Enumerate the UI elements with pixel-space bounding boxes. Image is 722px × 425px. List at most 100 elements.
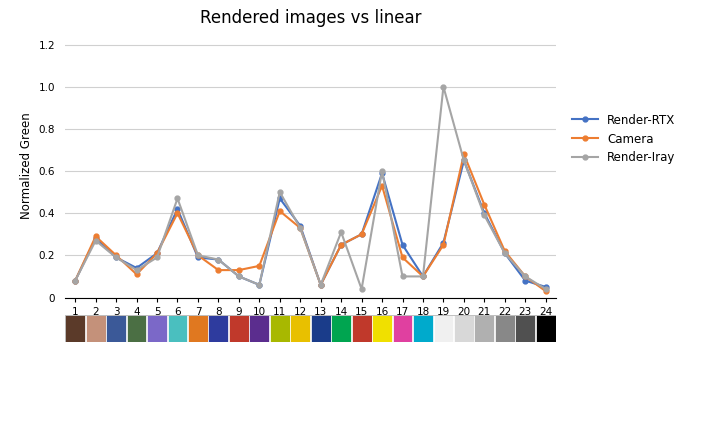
Render-Iray — [542, 286, 550, 292]
Y-axis label: Normalized Green: Normalized Green — [20, 112, 33, 219]
Bar — [106, 314, 126, 342]
Bar — [126, 314, 147, 342]
Render-RTX — [459, 158, 468, 163]
Render-Iray — [480, 213, 489, 218]
Render-RTX — [132, 266, 141, 271]
Render-RTX — [235, 274, 243, 279]
Camera — [316, 282, 325, 287]
Camera — [500, 249, 509, 254]
Line: Render-Iray: Render-Iray — [73, 84, 548, 292]
Bar — [536, 314, 556, 342]
Render-Iray — [459, 158, 468, 163]
Camera — [173, 211, 182, 216]
Bar — [290, 314, 310, 342]
Render-RTX — [112, 255, 121, 260]
Render-Iray — [173, 196, 182, 201]
Camera — [235, 268, 243, 273]
Camera — [71, 278, 79, 283]
Camera — [153, 251, 162, 256]
Render-RTX — [173, 207, 182, 212]
Render-Iray — [357, 286, 366, 292]
Bar — [270, 314, 290, 342]
Camera — [459, 152, 468, 157]
Camera — [214, 268, 222, 273]
Bar — [433, 314, 453, 342]
Camera — [112, 253, 121, 258]
Bar — [372, 314, 392, 342]
Bar — [352, 314, 372, 342]
Camera — [542, 289, 550, 294]
Bar — [86, 314, 105, 342]
Bar — [393, 314, 412, 342]
Bar — [147, 314, 167, 342]
Render-RTX — [71, 278, 79, 283]
Camera — [419, 274, 427, 279]
Render-RTX — [542, 284, 550, 289]
Render-RTX — [316, 282, 325, 287]
Render-RTX — [91, 236, 100, 241]
Render-RTX — [214, 257, 222, 262]
Camera — [296, 225, 305, 230]
Camera — [255, 264, 264, 269]
Render-Iray — [439, 84, 448, 89]
Bar — [249, 314, 269, 342]
Bar — [331, 314, 351, 342]
Bar — [516, 314, 535, 342]
Render-Iray — [521, 274, 530, 279]
Camera — [91, 234, 100, 239]
Render-Iray — [235, 274, 243, 279]
Render-RTX — [439, 240, 448, 245]
Render-RTX — [419, 274, 427, 279]
Bar — [168, 314, 188, 342]
Render-Iray — [91, 238, 100, 243]
Render-RTX — [276, 196, 284, 201]
Camera — [336, 242, 345, 247]
Render-RTX — [193, 255, 202, 260]
Legend: Render-RTX, Camera, Render-Iray: Render-RTX, Camera, Render-Iray — [572, 113, 676, 164]
Line: Camera: Camera — [73, 152, 548, 294]
Camera — [193, 253, 202, 258]
Render-RTX — [296, 223, 305, 228]
Render-Iray — [296, 225, 305, 230]
Render-Iray — [316, 282, 325, 287]
Render-RTX — [399, 242, 407, 247]
Bar — [229, 314, 249, 342]
Bar — [454, 314, 474, 342]
Render-Iray — [399, 274, 407, 279]
Line: Render-RTX: Render-RTX — [73, 158, 548, 289]
Camera — [276, 209, 284, 214]
Render-RTX — [378, 170, 386, 176]
Bar — [188, 314, 208, 342]
Bar — [474, 314, 495, 342]
Render-Iray — [378, 168, 386, 173]
Bar — [310, 314, 331, 342]
Camera — [439, 242, 448, 247]
Render-Iray — [153, 255, 162, 260]
Bar — [413, 314, 433, 342]
Render-RTX — [153, 251, 162, 256]
Render-RTX — [480, 211, 489, 216]
Render-RTX — [357, 232, 366, 237]
Render-Iray — [214, 257, 222, 262]
Render-RTX — [521, 278, 530, 283]
Render-RTX — [255, 282, 264, 287]
Bar — [209, 314, 228, 342]
Camera — [399, 255, 407, 260]
Camera — [357, 232, 366, 237]
Render-Iray — [255, 282, 264, 287]
Render-Iray — [336, 230, 345, 235]
Render-Iray — [193, 253, 202, 258]
Render-Iray — [71, 278, 79, 283]
Render-Iray — [132, 268, 141, 273]
Render-Iray — [500, 251, 509, 256]
Camera — [132, 272, 141, 277]
Render-Iray — [276, 190, 284, 195]
Camera — [378, 183, 386, 188]
Camera — [480, 202, 489, 207]
Bar — [65, 314, 85, 342]
Render-Iray — [419, 274, 427, 279]
Title: Rendered images vs linear: Rendered images vs linear — [200, 9, 421, 27]
Bar — [495, 314, 515, 342]
Render-RTX — [336, 242, 345, 247]
Render-Iray — [112, 255, 121, 260]
